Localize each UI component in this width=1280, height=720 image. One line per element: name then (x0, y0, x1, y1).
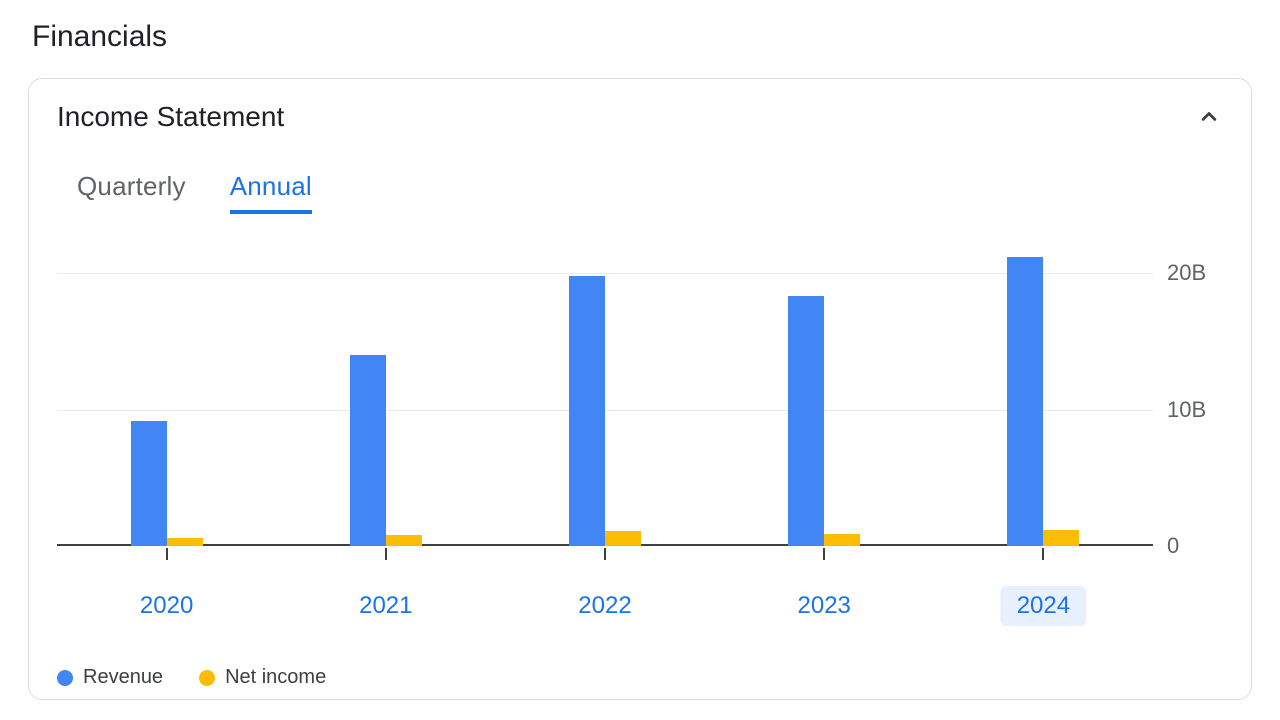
collapse-toggle[interactable] (1195, 103, 1223, 131)
y-axis-label: 0 (1167, 533, 1179, 559)
bar-revenue[interactable] (569, 276, 605, 546)
x-axis-tick (604, 548, 606, 560)
legend-dot-net-income (199, 670, 215, 686)
x-axis-label[interactable]: 2023 (781, 586, 866, 626)
bar-revenue[interactable] (788, 296, 824, 546)
tab-annual[interactable]: Annual (230, 171, 312, 214)
income-chart: 010B20B 20202021202220232024 (57, 240, 1223, 600)
bar-revenue[interactable] (350, 355, 386, 546)
legend-item-revenue: Revenue (57, 666, 163, 689)
chevron-up-icon (1195, 103, 1223, 131)
bar-revenue[interactable] (1007, 257, 1043, 546)
tab-quarterly[interactable]: Quarterly (77, 171, 186, 214)
chart-y-axis: 010B20B (1153, 246, 1223, 546)
bar-group (1007, 257, 1079, 546)
x-axis-tick (166, 548, 168, 560)
legend-item-net-income: Net income (199, 666, 326, 689)
x-axis-label[interactable]: 2020 (124, 586, 209, 626)
bar-net_income[interactable] (386, 535, 422, 546)
bar-net_income[interactable] (1043, 530, 1079, 546)
bar-group (131, 421, 203, 546)
bar-net_income[interactable] (605, 531, 641, 546)
y-axis-label: 10B (1167, 397, 1206, 423)
y-axis-label: 20B (1167, 260, 1206, 286)
bar-group (788, 296, 860, 546)
x-axis-label[interactable]: 2024 (1001, 586, 1086, 626)
bar-net_income[interactable] (824, 534, 860, 546)
chart-x-axis: 2020 2021 2022 2023 2024 (57, 576, 1153, 626)
bar-group (350, 355, 422, 546)
bar-group (569, 276, 641, 546)
card-title: Income Statement (57, 101, 284, 133)
legend-label-revenue: Revenue (83, 666, 163, 689)
bar-net_income[interactable] (167, 538, 203, 546)
page-title: Financials (32, 20, 1252, 54)
legend-label-net-income: Net income (225, 666, 326, 689)
x-axis-tick (823, 548, 825, 560)
bar-revenue[interactable] (131, 421, 167, 546)
x-axis-tick (1042, 548, 1044, 560)
income-statement-card: Income Statement Quarterly Annual 0 10B 20… (28, 78, 1252, 700)
legend-dot-revenue (57, 670, 73, 686)
chart-plot-area (57, 246, 1153, 546)
x-axis-label[interactable]: 2021 (343, 586, 428, 626)
period-tabs: Quarterly Annual (77, 171, 1223, 214)
gridline (57, 273, 1153, 274)
x-axis-label[interactable]: 2022 (562, 586, 647, 626)
x-axis-tick (385, 548, 387, 560)
chart-legend: Revenue Net income (57, 666, 1223, 689)
